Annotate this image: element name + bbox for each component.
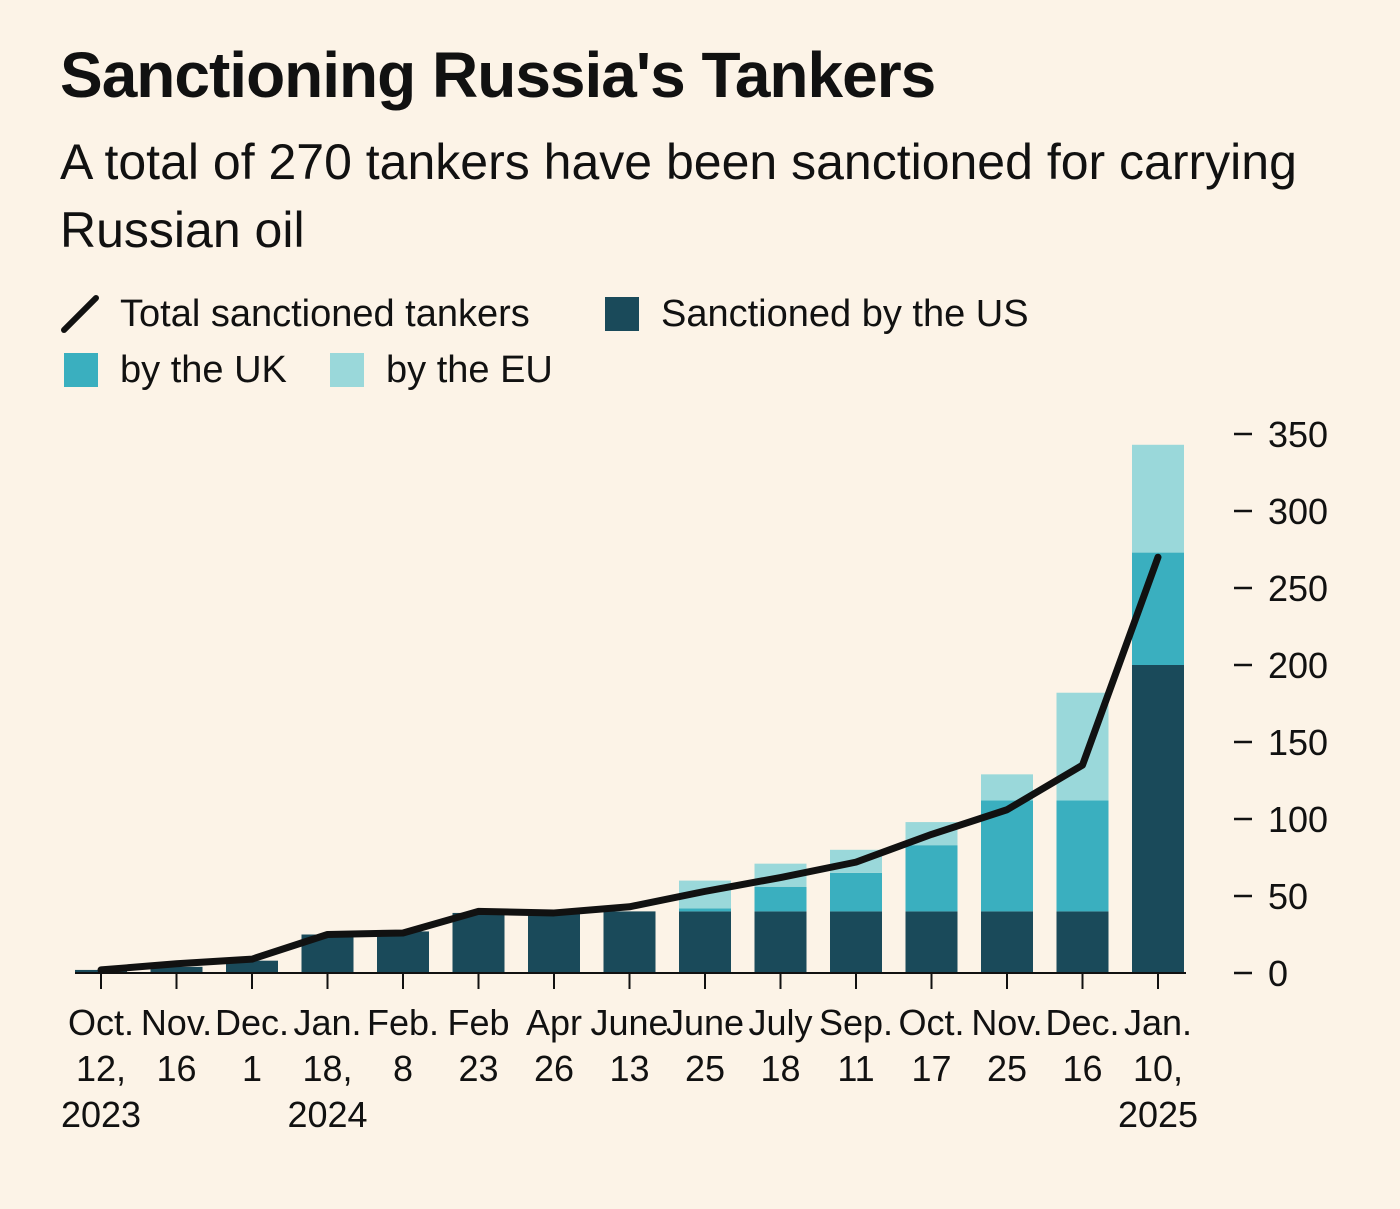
- bar-eu-14: [1132, 444, 1184, 553]
- bar-uk-10: [830, 872, 882, 912]
- y-tick-label-6: 300: [1268, 491, 1328, 532]
- total-point-3: [327, 934, 328, 935]
- x-tick-label-14-1: 10,: [1133, 1048, 1183, 1089]
- x-tick-label-9-1: 18: [760, 1048, 800, 1089]
- x-tick-label-1-0: Nov.: [141, 1002, 212, 1043]
- bar-us-1: [150, 966, 203, 973]
- legend-item-total: Total sanctioned tankers: [60, 290, 530, 338]
- total-point-6: [553, 912, 555, 914]
- total-point-11: [931, 833, 932, 835]
- x-tick-label-11-0: Oct.: [898, 1002, 964, 1043]
- bar-us-8: [679, 911, 731, 973]
- x-tick-label-7-1: 13: [609, 1048, 649, 1089]
- x-tick-label-8-1: 25: [685, 1048, 725, 1089]
- x-tick-label-3-1: 18,: [302, 1048, 352, 1089]
- bar-uk-11: [905, 845, 958, 912]
- bar-us-11: [905, 911, 958, 973]
- chart-title: Sanctioning Russia's Tankers: [60, 39, 936, 111]
- bar-us-9: [754, 911, 807, 973]
- x-tick-label-8-0: June: [666, 1002, 744, 1043]
- total-point-9: [780, 877, 781, 879]
- total-point-5: [478, 910, 479, 912]
- x-tick-label-3-0: Jan.: [293, 1002, 361, 1043]
- x-tick-label-6-1: 26: [534, 1048, 574, 1089]
- x-tick-label-3-2: 2024: [287, 1094, 367, 1135]
- bar-us-13: [1056, 911, 1109, 973]
- x-tick-label-5-0: Feb: [447, 1002, 509, 1043]
- bar-uk-9: [754, 886, 807, 912]
- x-tick-label-5-1: 23: [458, 1048, 498, 1089]
- x-tick-label-4-1: 8: [393, 1048, 413, 1089]
- bar-us-10: [830, 911, 882, 973]
- total-point-14: [1157, 556, 1159, 558]
- y-tick-label-2: 100: [1268, 799, 1328, 840]
- bar-us-7: [603, 911, 656, 973]
- y-tick-label-3: 150: [1268, 722, 1328, 763]
- axis-layer: Oct. 12, 2023 Nov. 16 Dec. 1 Jan. 18, 2024 Feb. 8 Fe…: [61, 414, 1328, 1135]
- chart-legend: Total sanctioned tankers Sanctioned by t…: [60, 290, 1340, 410]
- x-tick-label-11-1: 17: [911, 1048, 951, 1089]
- x-tick-label-14-0: Jan.: [1124, 1002, 1192, 1043]
- bar-layer: [75, 444, 1184, 973]
- y-tick-label-5: 250: [1268, 568, 1328, 609]
- total-point-8: [704, 890, 706, 892]
- y-tick-label-4: 200: [1268, 645, 1328, 686]
- total-point-13: [1082, 764, 1083, 766]
- total-point-12: [1006, 809, 1008, 811]
- eu-swatch-icon: [330, 353, 364, 387]
- x-tick-label-10-0: Sep.: [819, 1002, 893, 1043]
- total-point-4: [402, 932, 404, 934]
- bar-us-12: [981, 911, 1033, 973]
- x-tick-label-0-1: 12,: [76, 1048, 126, 1089]
- total-point-7: [629, 906, 630, 908]
- x-tick-label-7-0: June: [590, 1002, 668, 1043]
- bar-uk-13: [1056, 800, 1109, 912]
- x-tick-label-0-0: Oct.: [68, 1002, 134, 1043]
- bar-us-5: [452, 912, 505, 973]
- bar-us-6: [528, 912, 580, 973]
- x-tick-label-2-1: 1: [242, 1048, 262, 1089]
- legend-item-us: Sanctioned by the US: [605, 290, 1029, 338]
- line-layer: [97, 553, 1162, 974]
- x-tick-label-2-0: Dec.: [215, 1002, 289, 1043]
- bar-uk-8: [679, 908, 731, 912]
- total-point-10: [855, 861, 857, 863]
- uk-swatch-icon: [64, 353, 98, 387]
- total-point-1: [176, 963, 177, 965]
- x-tick-label-0-2: 2023: [61, 1094, 141, 1135]
- line-legend-icon: [61, 295, 99, 333]
- y-tick-label-0: 0: [1268, 953, 1288, 994]
- x-tick-label-6-0: Apr: [526, 1002, 582, 1043]
- x-tick-label-12-0: Nov.: [971, 1002, 1042, 1043]
- total-point-2: [251, 958, 253, 960]
- x-tick-label-9-0: July: [748, 1002, 812, 1043]
- chart-subtitle: A total of 270 tankers have been sanctio…: [60, 134, 1297, 258]
- bar-us-14: [1132, 665, 1184, 973]
- x-tick-label-12-1: 25: [987, 1048, 1027, 1089]
- x-tick-label-1-1: 16: [156, 1048, 196, 1089]
- x-tick-label-13-0: Dec.: [1045, 1002, 1119, 1043]
- legend-label-us: Sanctioned by the US: [661, 292, 1029, 335]
- legend-label-eu: by the EU: [386, 348, 553, 391]
- y-tick-label-1: 50: [1268, 876, 1308, 917]
- legend-label-total: Total sanctioned tankers: [120, 292, 530, 335]
- x-tick-label-13-1: 16: [1062, 1048, 1102, 1089]
- x-tick-label-4-0: Feb.: [367, 1002, 439, 1043]
- total-point-0: [100, 969, 102, 971]
- bar-us-4: [377, 931, 429, 973]
- bar-us-2: [226, 960, 278, 973]
- legend-item-uk: by the UK: [64, 346, 287, 394]
- legend-label-uk: by the UK: [120, 348, 287, 391]
- legend-item-eu: by the EU: [330, 346, 553, 394]
- y-tick-label-7: 350: [1268, 414, 1328, 455]
- us-swatch-icon: [605, 297, 639, 331]
- x-tick-label-14-2: 2025: [1118, 1094, 1198, 1135]
- x-tick-label-10-1: 11: [837, 1048, 874, 1089]
